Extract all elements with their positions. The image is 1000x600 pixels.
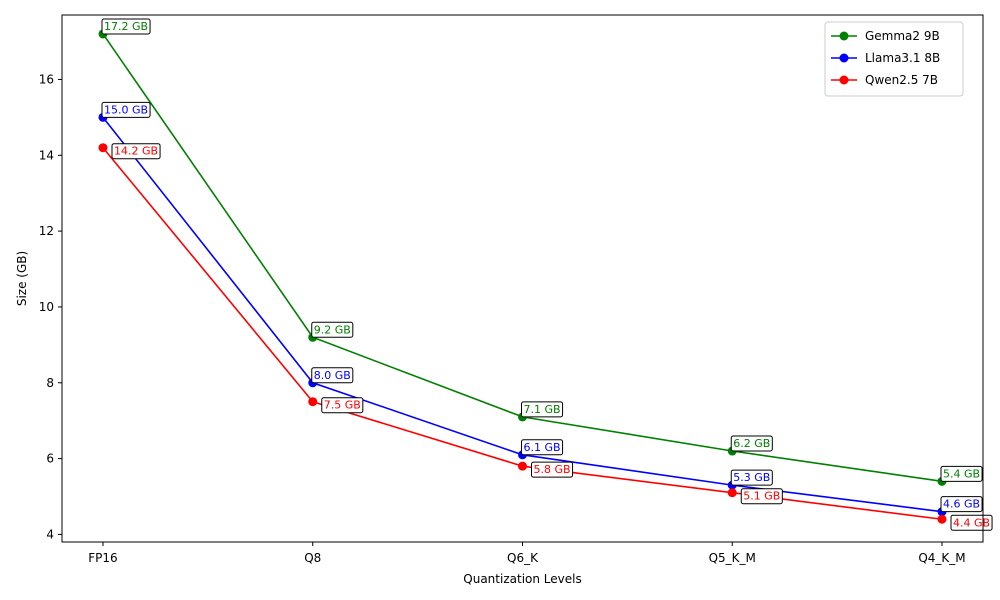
data-point-qwen2-5-7b-q8 [308, 397, 318, 407]
legend: Gemma2 9B Llama3.1 8B Qwen2.5 7B [824, 21, 964, 97]
data-label-llama3-1-8b-q4-k-m: 4.6 GB [943, 498, 980, 511]
legend-label-gemma2-9b: Gemma2 9B [865, 29, 940, 43]
data-label-group-gemma2-9b-q4-k-m: 5.4 GB [940, 465, 983, 482]
data-label-box-llama3-1-8b-q8 [311, 367, 354, 384]
data-label-group-qwen2-5-7b-fp16: 14.2 GB [111, 143, 161, 160]
y-tick-label-10: 10 [39, 300, 54, 314]
legend-frame [824, 21, 964, 97]
data-label-qwen2-5-7b-fp16: 14.2 GB [114, 145, 158, 158]
data-label-group-llama3-1-8b-q5-k-m: 5.3 GB [730, 469, 773, 486]
data-point-qwen2-5-7b-q4-k-m [937, 514, 947, 524]
y-tick-label-12: 12 [39, 224, 54, 238]
data-label-group-llama3-1-8b-q8: 8.0 GB [311, 367, 354, 384]
data-label-group-qwen2-5-7b-q4-k-m: 4.4 GB [950, 514, 993, 531]
data-label-llama3-1-8b-q5-k-m: 5.3 GB [733, 471, 770, 484]
data-label-group-gemma2-9b-q5-k-m: 6.2 GB [730, 435, 773, 452]
data-labels-group: 17.2 GB 9.2 GB 7.1 GB 6.2 GB 5.4 GB 15.0 GB 8.… [101, 18, 993, 531]
data-label-gemma2-9b-q6-k: 7.1 GB [524, 403, 561, 416]
data-label-box-llama3-1-8b-q6-k [521, 439, 564, 456]
data-label-group-qwen2-5-7b-q6-k: 5.8 GB [531, 461, 574, 478]
y-tick-label-8: 8 [46, 376, 54, 390]
legend-marker-qwen2-5-7b [839, 75, 849, 85]
data-label-box-qwen2-5-7b-fp16 [111, 143, 161, 160]
y-tick-label-14: 14 [39, 148, 54, 162]
y-axis-ticks: 4 6 8 10 12 14 16 [39, 72, 62, 541]
x-tick-label-q8: Q8 [304, 551, 321, 565]
data-label-box-llama3-1-8b-q5-k-m [730, 469, 773, 486]
data-label-group-qwen2-5-7b-q5-k-m: 5.1 GB [740, 488, 783, 505]
data-label-group-llama3-1-8b-q6-k: 6.1 GB [521, 439, 564, 456]
data-point-qwen2-5-7b-fp16 [98, 143, 108, 153]
x-tick-label-fp16: FP16 [88, 551, 117, 565]
data-label-box-gemma2-9b-q8 [311, 321, 354, 338]
y-axis-label: Size (GB) [15, 251, 29, 306]
data-label-gemma2-9b-q5-k-m: 6.2 GB [733, 437, 770, 450]
y-tick-label-6: 6 [46, 452, 54, 466]
y-tick-label-4: 4 [46, 527, 54, 541]
data-label-box-qwen2-5-7b-q6-k [531, 461, 574, 478]
data-label-box-gemma2-9b-fp16 [101, 18, 151, 35]
legend-marker-llama3-1-8b [839, 53, 849, 63]
data-label-llama3-1-8b-q8: 8.0 GB [314, 369, 351, 382]
data-label-box-llama3-1-8b-fp16 [101, 101, 151, 118]
x-tick-label-q5-k-m: Q5_K_M [709, 551, 756, 565]
data-label-group-qwen2-5-7b-q8: 7.5 GB [321, 397, 364, 414]
data-label-box-gemma2-9b-q4-k-m [940, 465, 983, 482]
data-label-qwen2-5-7b-q4-k-m: 4.4 GB [953, 516, 990, 529]
data-point-qwen2-5-7b-q5-k-m [727, 488, 737, 498]
data-label-box-qwen2-5-7b-q4-k-m [950, 514, 993, 531]
legend-marker-gemma2-9b [839, 31, 849, 41]
data-label-group-gemma2-9b-q8: 9.2 GB [311, 321, 354, 338]
data-label-llama3-1-8b-fp16: 15.0 GB [104, 103, 148, 116]
data-label-box-qwen2-5-7b-q5-k-m [740, 488, 783, 505]
data-label-group-gemma2-9b-fp16: 17.2 GB [101, 18, 151, 35]
data-label-group-gemma2-9b-q6-k: 7.1 GB [521, 401, 564, 418]
data-label-qwen2-5-7b-q8: 7.5 GB [324, 399, 361, 412]
data-label-box-llama3-1-8b-q4-k-m [940, 496, 983, 513]
y-tick-label-16: 16 [39, 72, 54, 86]
data-label-gemma2-9b-q8: 9.2 GB [314, 323, 351, 336]
data-label-box-qwen2-5-7b-q8 [321, 397, 364, 414]
x-tick-label-q6-k: Q6_K [507, 551, 539, 565]
data-label-qwen2-5-7b-q6-k: 5.8 GB [534, 463, 571, 476]
x-tick-label-q4-k-m: Q4_K_M [918, 551, 965, 565]
x-axis-label: Quantization Levels [463, 572, 581, 586]
legend-label-llama3-1-8b: Llama3.1 8B [865, 51, 940, 65]
data-label-group-llama3-1-8b-fp16: 15.0 GB [101, 101, 151, 118]
data-point-qwen2-5-7b-q6-k [518, 461, 527, 471]
data-label-gemma2-9b-fp16: 17.2 GB [104, 20, 148, 33]
data-label-llama3-1-8b-q6-k: 6.1 GB [524, 441, 561, 454]
data-label-group-llama3-1-8b-q4-k-m: 4.6 GB [940, 496, 983, 513]
data-label-box-gemma2-9b-q5-k-m [730, 435, 773, 452]
data-label-qwen2-5-7b-q5-k-m: 5.1 GB [743, 490, 780, 503]
data-label-gemma2-9b-q4-k-m: 5.4 GB [943, 467, 980, 480]
legend-label-qwen2-5-7b: Qwen2.5 7B [865, 73, 938, 87]
x-axis-ticks: FP16 Q8 Q6_K Q5_K_M Q4_K_M [88, 542, 966, 565]
data-label-box-gemma2-9b-q6-k [521, 401, 564, 418]
